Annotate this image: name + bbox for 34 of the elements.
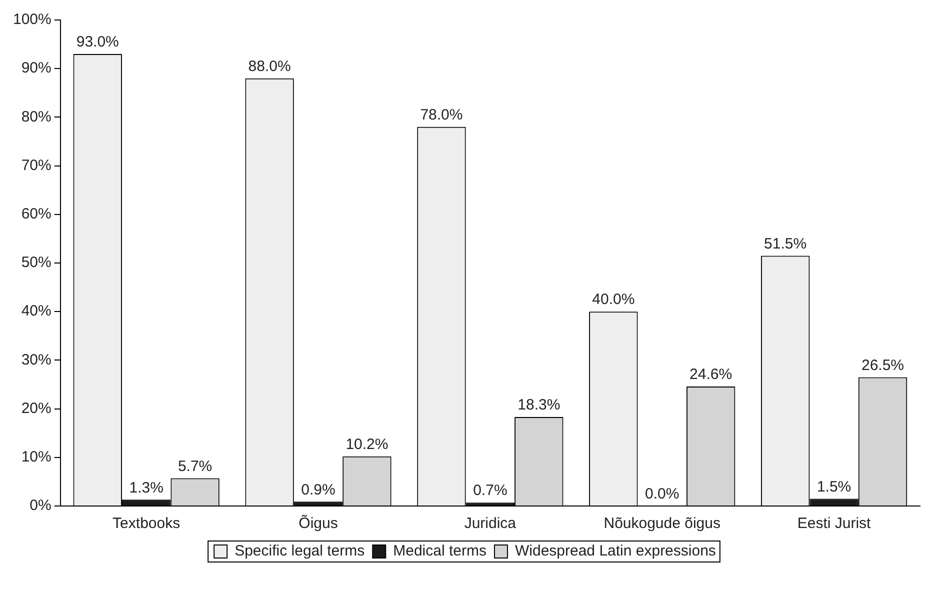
x-tick-label: Textbooks <box>112 515 180 532</box>
data-label: 0.0% <box>645 486 680 503</box>
data-label: 93.0% <box>76 34 119 51</box>
y-tick-label: 90% <box>21 60 52 77</box>
x-tick-label: Nõukogude õigus <box>604 515 720 532</box>
data-label: 40.0% <box>592 291 635 308</box>
data-label: 1.5% <box>816 478 852 496</box>
y-tick-label: 80% <box>21 108 52 126</box>
y-tick-label: 10% <box>21 448 52 466</box>
data-label: 0.7% <box>473 482 508 500</box>
x-tick-label: Õigus <box>298 514 338 532</box>
y-tick-label: 0% <box>30 497 52 514</box>
x-tick-label: Eesti Jurist <box>797 515 872 532</box>
data-label: 88.0% <box>248 58 291 75</box>
y-tick-label: 50% <box>21 254 52 272</box>
y-tick-label: 100% <box>12 11 52 28</box>
y-tick-label: 20% <box>21 400 52 417</box>
legend-label: Specific legal terms <box>234 542 365 560</box>
x-tick-label: Juridica <box>464 515 517 532</box>
data-label: 0.9% <box>301 481 336 498</box>
data-label: 78.0% <box>420 106 463 124</box>
data-label: 24.6% <box>690 366 732 384</box>
y-tick-label: 30% <box>21 351 52 368</box>
data-label: 1.3% <box>129 479 164 496</box>
data-label: 51.5% <box>764 235 807 252</box>
data-label: 26.5% <box>861 356 904 374</box>
y-tick-label: 70% <box>21 156 52 174</box>
legend-label: Widespread Latin expressions <box>514 542 716 560</box>
data-label: 10.2% <box>346 436 388 454</box>
legend-label: Medical terms <box>393 542 486 560</box>
data-label: 5.7% <box>178 458 212 475</box>
y-tick-label: 60% <box>21 206 52 223</box>
y-tick-label: 40% <box>21 302 52 320</box>
data-label: 18.3% <box>518 396 560 414</box>
